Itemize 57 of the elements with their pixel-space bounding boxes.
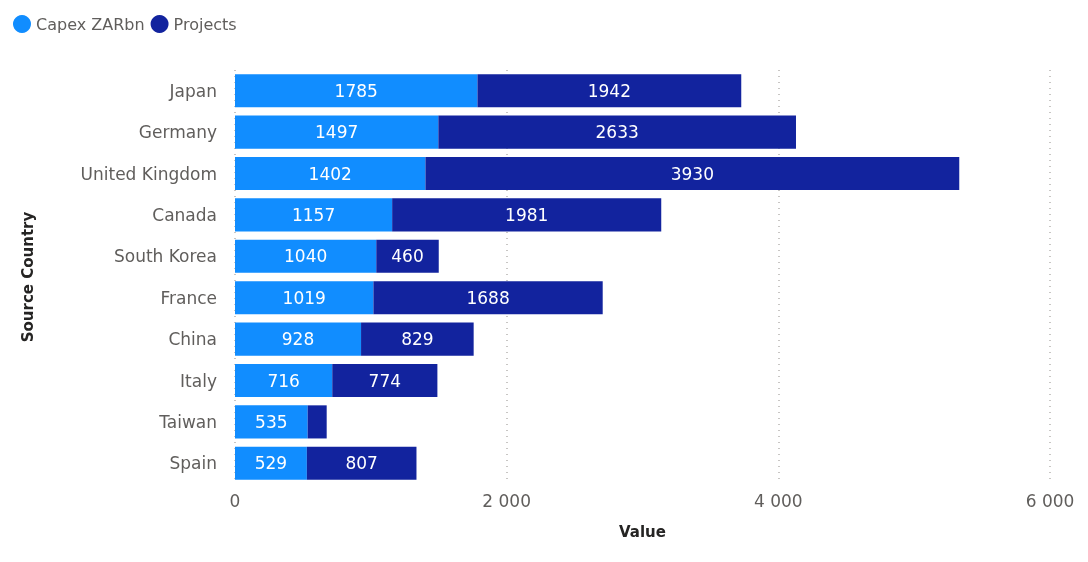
legend-label: Capex ZARbn [36, 14, 145, 34]
data-label: 807 [345, 453, 378, 474]
x-tick-label: 2 000 [482, 490, 531, 511]
bar [235, 281, 374, 315]
data-label: 829 [401, 329, 434, 350]
y-axis-title: Source Country [18, 211, 37, 343]
data-label: 716 [267, 370, 300, 391]
bar [332, 363, 438, 398]
data-label: 1019 [282, 287, 326, 308]
data-label: 1157 [291, 204, 336, 225]
data-label: 1040 [284, 246, 328, 267]
y-tick-label: South Korea [113, 246, 217, 267]
bar [306, 446, 417, 480]
bar [376, 239, 439, 273]
y-tick-label: Spain [169, 453, 217, 474]
bar [235, 446, 307, 480]
data-label: 529 [254, 453, 288, 474]
data-label: 1688 [466, 287, 510, 308]
y-tick-label: Germany [138, 122, 217, 143]
bar [235, 322, 362, 356]
data-label: 1942 [587, 80, 631, 101]
bar [235, 74, 478, 108]
bar [307, 405, 327, 439]
data-label: 2633 [595, 122, 639, 143]
bar [425, 156, 960, 191]
y-tick-label: Canada [152, 204, 217, 225]
legend-label: Projects [173, 14, 237, 34]
y-tick-label: France [160, 287, 217, 308]
bar [361, 322, 474, 356]
bar [392, 198, 662, 232]
bar [438, 115, 796, 149]
bar [235, 198, 393, 232]
y-tick-label: United Kingdom [80, 163, 217, 184]
y-tick-label: Taiwan [158, 411, 217, 432]
y-tick-label: Japan [168, 80, 217, 101]
y-tick-label: China [168, 329, 217, 350]
data-label: 535 [255, 411, 288, 432]
data-label: 3930 [670, 163, 714, 184]
data-label: 928 [281, 329, 315, 350]
bar [235, 363, 333, 398]
x-axis-title: Value [619, 522, 666, 541]
bar [235, 115, 439, 149]
data-label: 1497 [315, 122, 359, 143]
data-label: 1981 [505, 204, 549, 225]
bar [235, 239, 377, 273]
data-label: 1402 [308, 163, 352, 184]
data-label: 1785 [334, 80, 378, 101]
data-label: 460 [391, 246, 424, 267]
bar [235, 156, 426, 191]
bar [235, 405, 308, 439]
x-tick-label: 0 [229, 490, 241, 511]
data-label: 774 [368, 370, 402, 391]
y-tick-label: Italy [180, 370, 217, 391]
x-tick-label: 6 000 [1025, 490, 1075, 511]
bar [477, 74, 742, 108]
x-tick-label: 4 000 [754, 490, 803, 511]
bar [373, 281, 603, 315]
